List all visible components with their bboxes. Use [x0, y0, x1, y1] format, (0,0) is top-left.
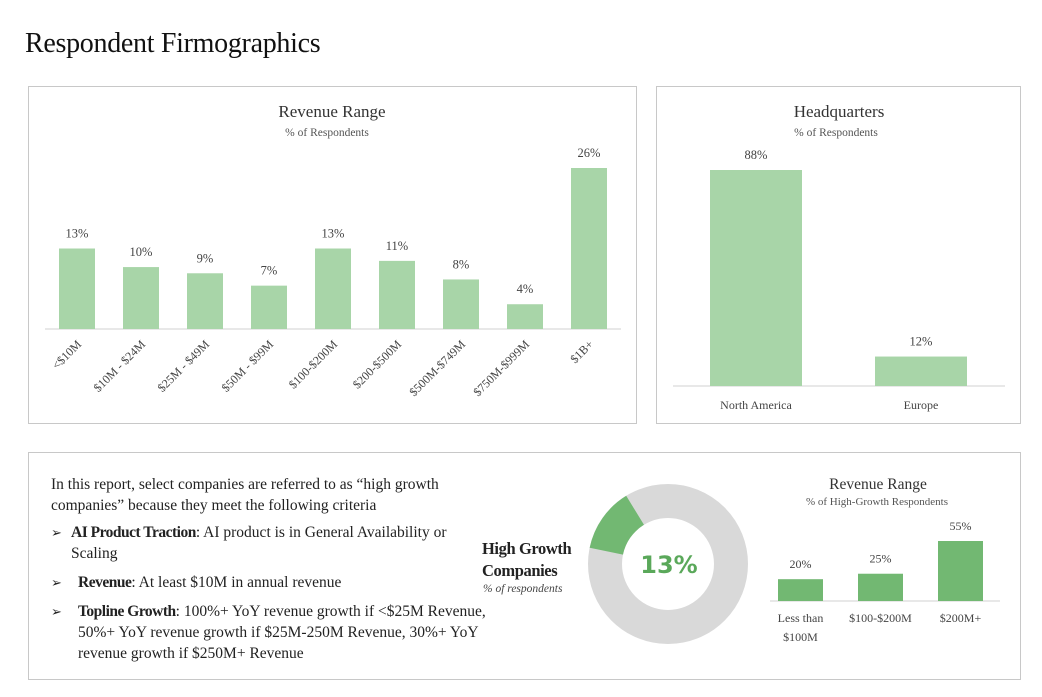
headquarters-bar — [710, 170, 802, 386]
hg-revenue-category-label: $100M — [783, 630, 818, 644]
revenue-category-label: <$10M — [49, 337, 84, 372]
donut-high-growth-segment — [589, 495, 645, 556]
criteria-list: ➢ AI Product Traction: AI product is in … — [51, 522, 491, 664]
hg-revenue-bar — [778, 579, 823, 601]
revenue-range-title: Revenue Range — [278, 102, 385, 121]
criteria-item-revenue: ➢ Revenue: At least $10M in annual reven… — [51, 572, 491, 593]
revenue-bar-value-label: 26% — [578, 146, 601, 160]
donut-remainder-ring — [588, 484, 748, 644]
revenue-bar — [443, 279, 479, 329]
revenue-bar — [251, 285, 287, 329]
headquarters-panel: Headquarters % of Respondents 88% North A… — [656, 86, 1021, 424]
hg-revenue-category-label: $200M+ — [940, 611, 982, 625]
page-title: Respondent Firmographics — [25, 28, 321, 59]
criteria-term: AI Product Traction — [71, 524, 196, 541]
revenue-bar-value-label: 8% — [453, 257, 470, 271]
headquarters-subtitle: % of Respondents — [794, 127, 878, 139]
revenue-bar-value-label: 10% — [130, 245, 153, 259]
revenue-bar — [571, 168, 607, 329]
criteria-item-topline-growth: ➢ Topline Growth: 100%+ YoY revenue grow… — [51, 601, 491, 664]
headquarters-bar-value-label: 12% — [910, 335, 933, 349]
headquarters-bar — [875, 356, 967, 386]
headquarters-category-label: North America — [720, 398, 792, 412]
revenue-bar-value-label: 13% — [322, 227, 345, 241]
hg-revenue-subtitle: % of High-Growth Respondents — [806, 496, 948, 508]
revenue-range-subtitle: % of Respondents — [285, 127, 369, 139]
revenue-bar-value-label: 4% — [517, 282, 534, 296]
headquarters-category-label: Europe — [904, 398, 939, 412]
revenue-bar — [123, 267, 159, 329]
high-growth-revenue-chart: Revenue Range % of High-Growth Responden… — [770, 476, 1000, 644]
criteria-text: : AI product is in General Availability … — [71, 524, 447, 562]
revenue-bar-value-label: 13% — [66, 227, 89, 241]
hg-revenue-bar — [938, 541, 983, 601]
arrow-bullet-icon: ➢ — [51, 604, 62, 619]
revenue-bar — [59, 248, 95, 329]
arrow-bullet-icon: ➢ — [51, 575, 62, 590]
high-growth-donut-chart: High Growth Companies % of respondents 1… — [482, 484, 748, 644]
revenue-bar — [507, 304, 543, 329]
hg-revenue-title: Revenue Range — [829, 476, 927, 493]
headquarters-bar-value-label: 88% — [745, 148, 768, 162]
hg-revenue-bar — [858, 573, 903, 601]
donut-title-line-2: Companies — [482, 561, 558, 580]
criteria-term: Revenue — [78, 574, 132, 591]
revenue-bar-value-label: 7% — [261, 264, 278, 278]
revenue-category-label: $100-$200M — [286, 337, 340, 391]
donut-title-line-1: High Growth — [482, 539, 571, 558]
revenue-category-label: $750M-$999M — [470, 337, 532, 399]
criteria-text: : At least $10M in annual revenue — [131, 574, 342, 591]
criteria-term: Topline Growth — [78, 603, 176, 620]
hg-revenue-bar-value-label: 20% — [790, 557, 812, 571]
revenue-bar — [379, 260, 415, 329]
revenue-category-label: $1B+ — [567, 337, 596, 366]
criteria-intro: In this report, select companies are ref… — [51, 476, 439, 514]
headquarters-title: Headquarters — [794, 102, 885, 121]
revenue-bar — [187, 273, 223, 329]
high-growth-panel — [28, 452, 1021, 680]
hg-revenue-bar-value-label: 25% — [870, 552, 892, 566]
high-growth-criteria: In this report, select companies are ref… — [51, 474, 491, 672]
revenue-bar — [315, 248, 351, 329]
hg-revenue-bar-value-label: 55% — [950, 519, 972, 533]
donut-subtitle: % of respondents — [483, 583, 563, 595]
headquarters-chart: Headquarters % of Respondents 88% North A… — [673, 102, 1005, 412]
revenue-range-chart: Revenue Range % of Respondents 13% <$10M 1… — [45, 102, 621, 399]
arrow-bullet-icon: ➢ — [51, 525, 62, 540]
revenue-bar-value-label: 9% — [197, 251, 214, 265]
donut-center-label: 13% — [640, 551, 697, 579]
revenue-bar-value-label: 11% — [386, 239, 408, 253]
revenue-range-panel: Revenue Range % of Respondents 13% <$10M 1… — [28, 86, 637, 424]
revenue-category-label: $25M - $49M — [155, 337, 213, 395]
hg-revenue-category-label: $100-$200M — [849, 611, 912, 625]
hg-revenue-category-label: Less than — [778, 611, 824, 625]
revenue-category-label: $50M - $99M — [219, 337, 277, 395]
criteria-text: : 100%+ YoY revenue growth if <$25M Reve… — [78, 603, 486, 662]
revenue-category-label: $10M - $24M — [91, 337, 149, 395]
criteria-item-ai-traction: ➢ AI Product Traction: AI product is in … — [51, 522, 491, 564]
revenue-category-label: $200-$500M — [350, 337, 404, 391]
revenue-category-label: $500M-$749M — [406, 337, 468, 399]
